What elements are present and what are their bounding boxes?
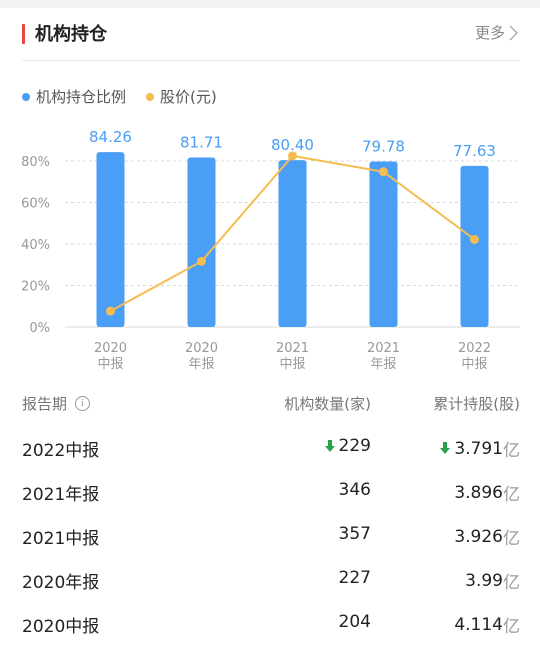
cell-cumulative-shares: 3.926 亿 [454,524,520,550]
price-point [197,256,206,266]
x-tick-period: 中报 [279,357,305,372]
cell-cumulative-shares: 3.896 亿 [454,480,520,506]
y-tick-label: 60% [21,197,50,212]
header-cumulative-shares: 累计持股(股) [433,395,520,413]
section-header: 机构持仓 更多 [0,8,540,60]
shares-value: 3.896 [454,482,503,503]
shares-value: 4.114 [454,614,503,635]
cell-cumulative-shares: 3.791 亿 [439,436,520,461]
legend-dot-icon [146,92,155,101]
bar-value-label: 77.63 [453,142,496,160]
cell-cumulative-shares: 3.99 亿 [465,568,520,594]
legend-dot-icon [22,92,30,101]
x-tick-year: 2022 [458,341,491,356]
x-tick-year: 2020 [185,341,218,356]
x-tick-year: 2021 [367,341,400,356]
bar-value-label: 80.40 [271,136,314,154]
table-row[interactable]: 2020中报 204 4.114 亿 [22,602,520,646]
shares-unit: 亿 [503,573,520,593]
table-header: 报告期 i 机构数量(家) 累计持股(股) [22,390,520,420]
chevron-right-icon [509,25,518,40]
shares-unit: 亿 [503,617,520,637]
info-icon[interactable]: i [75,396,91,411]
shares-value: 3.99 [465,570,503,591]
cell-institution-count: 357 [339,524,371,544]
cell-institution-count: 229 [324,436,371,456]
price-point [106,306,115,316]
shares-unit: 亿 [503,485,520,505]
cell-cumulative-shares: 4.114 亿 [454,612,520,638]
table-row[interactable]: 2021年报 346 3.896 亿 [22,470,520,514]
bar [369,161,398,327]
legend-item-stock-price[interactable]: 股价(元) [146,86,217,107]
bar-value-label: 81.71 [180,133,223,151]
table-row[interactable]: 2020年报 227 3.99 亿 [22,558,520,602]
header-divider [22,60,520,61]
y-tick-label: 0% [29,321,50,336]
bar [278,160,307,327]
holding-chart: 80% 60% 40% 20% 0% 84.26 81.71 80.40 79.78 77.63 2… [21,128,520,372]
price-point [379,167,388,177]
x-tick-period: 年报 [188,357,214,372]
title-accent-bar [22,24,25,44]
shares-unit: 亿 [503,441,520,461]
bar-value-label: 79.78 [362,137,405,155]
bar [187,157,216,327]
shares-unit: 亿 [503,529,520,549]
x-tick-year: 2020 [94,341,127,356]
bar-value-label: 84.26 [89,128,132,146]
cell-period: 2022中报 [22,441,100,461]
bar [96,152,125,327]
count-value: 229 [338,436,371,456]
cell-period: 2020年报 [22,573,100,593]
cell-period: 2021年报 [22,485,100,505]
x-tick-year: 2021 [276,341,309,356]
cell-institution-count: 227 [339,568,371,588]
arrow-down-icon [324,439,335,452]
arrow-down-icon [440,442,451,454]
cell-institution-count: 346 [339,480,371,500]
shares-value: 3.791 [454,438,503,459]
bar [460,165,489,327]
cell-period: 2020中报 [22,617,100,637]
legend-item-holding-ratio[interactable]: 机构持仓比例 [22,86,126,107]
chart-legend: 机构持仓比例 股价(元) [22,86,237,107]
legend-label: 股价(元) [160,88,217,106]
x-tick-period: 中报 [461,357,487,372]
y-tick-label: 20% [21,280,50,295]
y-tick-label: 40% [21,238,50,253]
cell-period: 2021中报 [22,529,100,549]
shares-value: 3.926 [454,526,503,547]
count-value: 346 [338,480,371,500]
table-row[interactable]: 2022中报 229 3.791 亿 [22,426,520,470]
price-point [470,234,479,244]
y-tick-label: 80% [21,155,50,170]
top-spacer [0,0,540,8]
x-tick-period: 年报 [370,357,396,372]
price-point [288,151,297,161]
section-title: 机构持仓 [35,24,107,45]
more-link[interactable]: 更多 [475,22,518,43]
count-value: 227 [338,568,371,588]
legend-label: 机构持仓比例 [36,88,127,106]
x-tick-period: 中报 [97,357,123,372]
header-institution-count: 机构数量(家) [284,395,371,413]
header-period-label: 报告期 [22,395,68,413]
more-label: 更多 [474,24,505,42]
count-value: 357 [338,524,371,544]
header-period: 报告期 i [22,393,91,414]
table-row[interactable]: 2021中报 357 3.926 亿 [22,514,520,558]
count-value: 204 [338,612,371,632]
cell-institution-count: 204 [339,612,371,632]
